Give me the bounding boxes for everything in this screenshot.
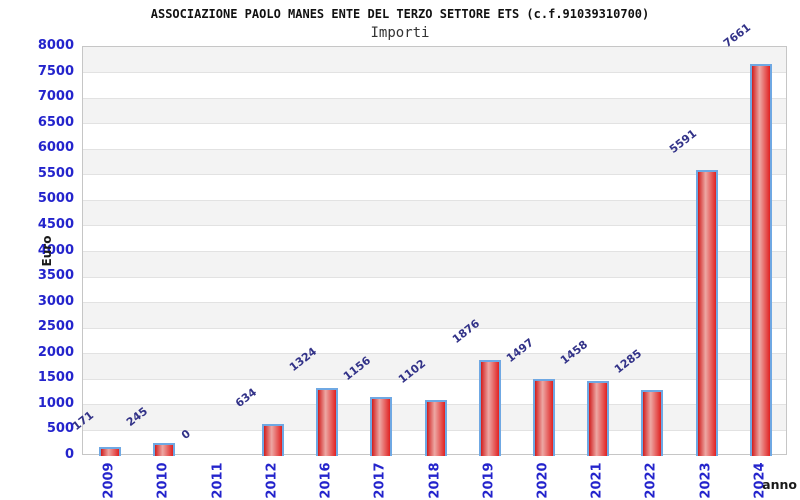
bar: [424, 399, 447, 456]
y-tick-label: 1500: [37, 370, 74, 386]
y-tick-label: 5000: [37, 191, 74, 207]
x-tick-label: 2018: [427, 462, 442, 499]
y-tick-label: 0: [64, 447, 74, 462]
x-tick-label: 2017: [372, 462, 388, 499]
chart-subtitle: Importi: [370, 25, 430, 41]
x-tick-label: 2009: [101, 462, 117, 499]
gridline: [83, 97, 786, 99]
y-tick-label: 8000: [37, 38, 74, 53]
bar: [478, 360, 501, 456]
y-tick-label: 2000: [37, 344, 74, 360]
y-tick-label: 3500: [37, 268, 74, 284]
y-tick-label: 2500: [37, 319, 74, 335]
gridline: [83, 327, 786, 329]
bar: [261, 423, 284, 456]
y-tick-label: 6500: [37, 114, 74, 130]
bar: [641, 390, 664, 456]
x-tick-label: 2022: [643, 462, 659, 499]
gridline: [83, 148, 786, 150]
bar: [153, 443, 176, 456]
y-tick-label: 7500: [37, 63, 74, 79]
bar: [316, 388, 339, 456]
x-tick-label: 2023: [698, 462, 714, 499]
y-tick-label: 5500: [37, 165, 74, 181]
x-tick-label: 2019: [481, 462, 497, 499]
plot-area: [82, 46, 787, 456]
x-tick-label: 2016: [318, 462, 334, 499]
y-tick-label: 500: [46, 421, 74, 437]
gridline: [83, 123, 786, 125]
bar: [695, 170, 718, 456]
gridline: [83, 174, 786, 176]
y-tick-label: 4500: [37, 216, 74, 232]
y-tick-label: 4000: [37, 242, 74, 258]
bar: [370, 396, 393, 456]
y-axis-title: Euro: [40, 235, 54, 267]
gridline: [83, 72, 786, 74]
y-tick-label: 7000: [37, 89, 74, 105]
chart-title: ASSOCIAZIONE PAOLO MANES ENTE DEL TERZO …: [150, 7, 650, 21]
gridline: [83, 199, 786, 201]
gridline: [83, 276, 786, 278]
gridline: [83, 302, 786, 304]
x-tick-label: 2012: [264, 462, 280, 499]
bar: [587, 381, 610, 456]
y-tick-label: 1000: [37, 395, 74, 411]
gridline: [83, 378, 786, 380]
bar: [749, 64, 772, 456]
gridline: [83, 353, 786, 355]
x-tick-label: 2020: [535, 462, 551, 499]
x-tick-label: 2011: [210, 462, 226, 499]
x-axis-title: anno: [762, 477, 797, 492]
x-tick-label: 2021: [589, 462, 605, 499]
gridline: [83, 251, 786, 252]
y-tick-label: 3000: [37, 293, 74, 309]
gridline: [83, 225, 786, 227]
y-tick-label: 6000: [37, 140, 74, 156]
bar: [532, 379, 555, 456]
bar: [99, 447, 122, 456]
x-tick-label: 2010: [155, 462, 171, 499]
